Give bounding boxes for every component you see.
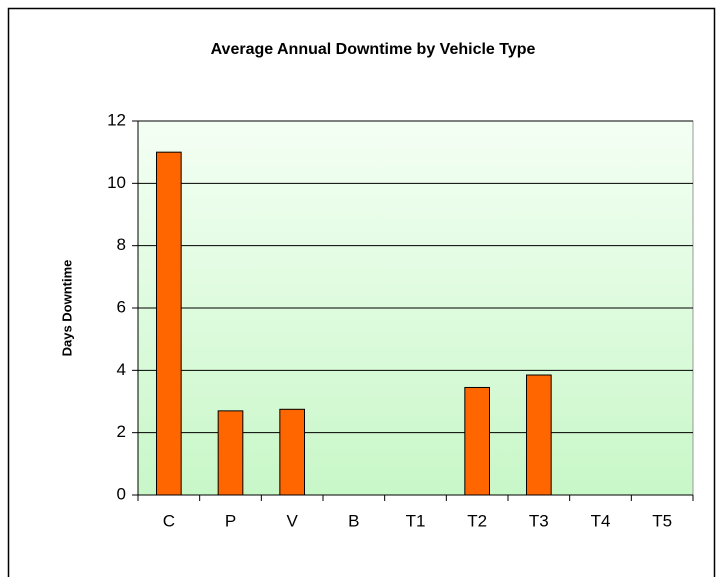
x-tick-label: T3 [529,511,549,530]
y-tick-label: 8 [117,235,126,254]
y-tick-label: 6 [117,297,126,316]
y-tick-label: 12 [107,110,126,129]
y-tick-label: 0 [117,484,126,503]
x-tick-label: T2 [467,511,487,530]
y-tick-label: 4 [117,360,126,379]
bar [464,386,491,496]
chart-title: Average Annual Downtime by Vehicle Type [211,41,536,58]
x-tick-label: C [163,511,175,530]
y-tick-label: 2 [117,422,126,441]
bar [526,374,552,496]
x-tick-label: T5 [652,511,672,530]
x-tick-label: T4 [591,511,611,530]
bar [279,408,306,496]
bar [217,410,244,496]
frame [7,7,716,577]
bar [156,151,182,496]
x-tick-label: T1 [406,511,426,530]
x-tick-label: P [225,511,236,530]
x-tick-label: B [348,511,359,530]
x-tick-label: V [286,511,298,530]
y-tick-label: 10 [107,173,126,192]
y-axis-label: Days Downtime [59,260,74,357]
